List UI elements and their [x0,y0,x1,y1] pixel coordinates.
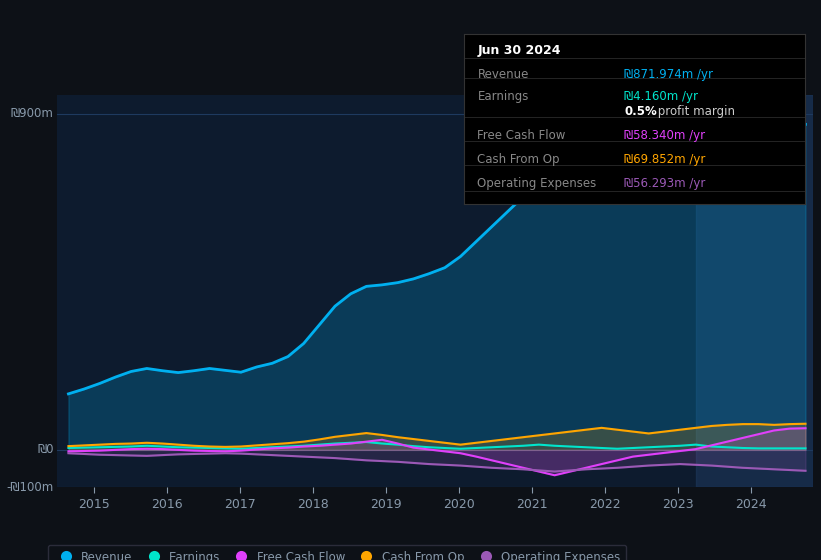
Text: ₪4.160m /yr: ₪4.160m /yr [624,90,698,103]
Legend: Revenue, Earnings, Free Cash Flow, Cash From Op, Operating Expenses: Revenue, Earnings, Free Cash Flow, Cash … [48,545,626,560]
Text: Operating Expenses: Operating Expenses [478,177,597,190]
Text: Cash From Op: Cash From Op [478,153,560,166]
Text: Earnings: Earnings [478,90,529,103]
Text: Jun 30 2024: Jun 30 2024 [478,44,561,57]
Text: -₪100m: -₪100m [7,480,53,494]
Text: 0.5%: 0.5% [624,105,657,118]
Text: Revenue: Revenue [478,68,529,81]
Text: ₪900m: ₪900m [11,108,53,120]
Text: ₪56.293m /yr: ₪56.293m /yr [624,177,705,190]
Text: ₪69.852m /yr: ₪69.852m /yr [624,153,705,166]
Text: ₪871.974m /yr: ₪871.974m /yr [624,68,713,81]
Text: Free Cash Flow: Free Cash Flow [478,129,566,142]
Text: ₪0: ₪0 [37,444,53,456]
Text: profit margin: profit margin [654,105,735,118]
Bar [696,95,813,487]
Text: ₪58.340m /yr: ₪58.340m /yr [624,129,705,142]
